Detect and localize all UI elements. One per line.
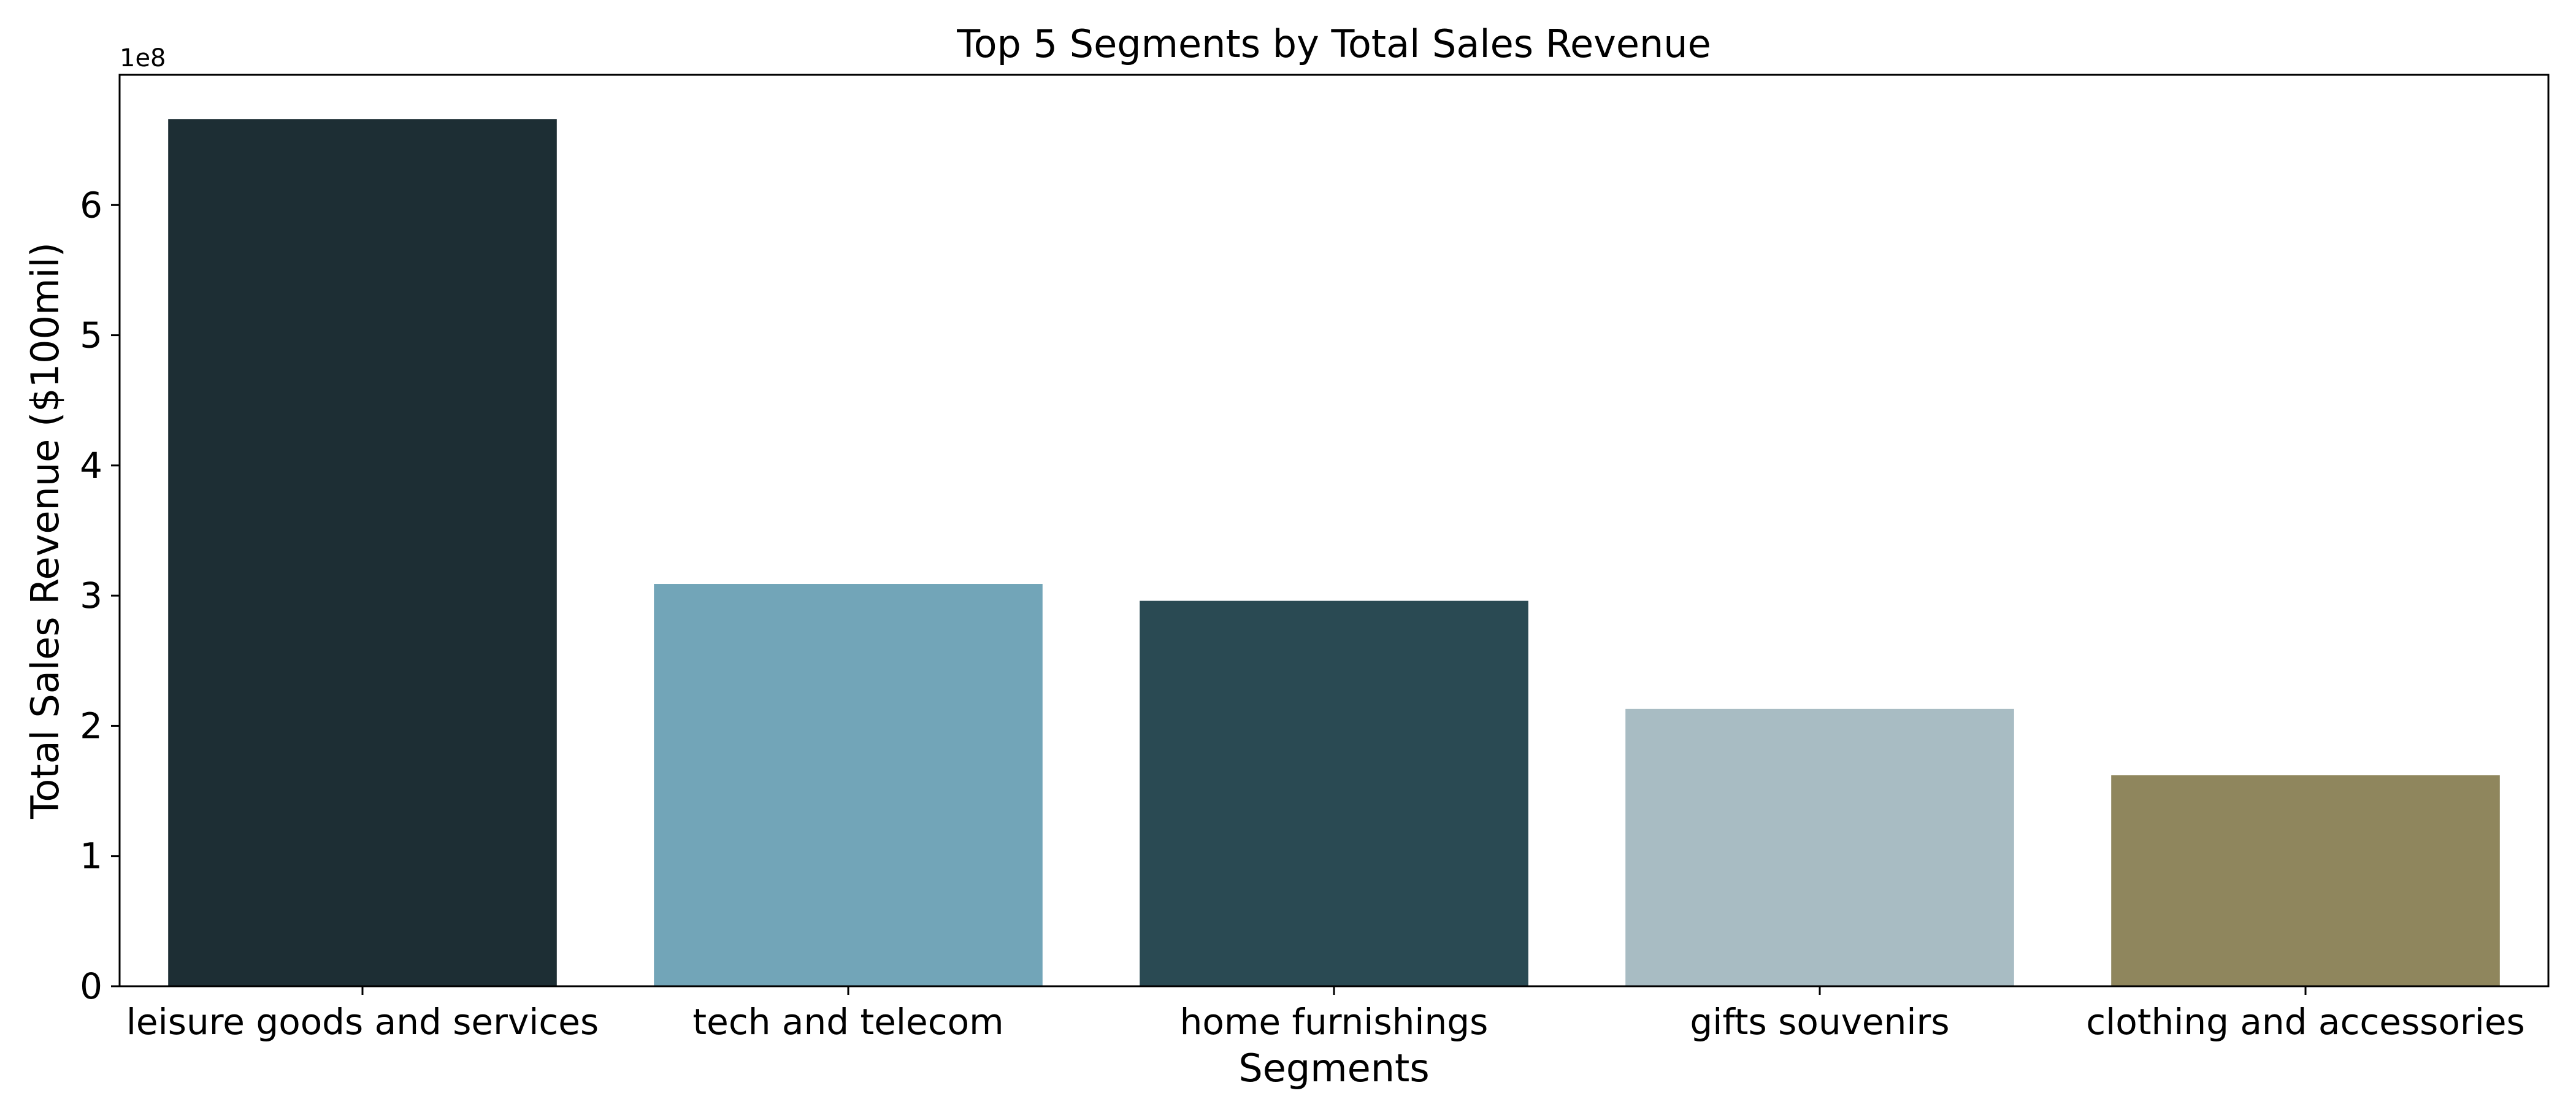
bar-4 <box>2111 775 2500 986</box>
chart-title: Top 5 Segments by Total Sales Revenue <box>956 21 1711 66</box>
y-tick-label: 1 <box>80 835 102 877</box>
y-tick-label: 4 <box>80 445 102 486</box>
x-tick-label: clothing and accessories <box>2086 1001 2524 1043</box>
y-tick-label: 3 <box>80 575 102 616</box>
y-axis-ticks: 0 1 2 3 4 5 6 <box>80 184 120 1007</box>
y-axis-scale-label: 1e8 <box>120 44 166 72</box>
y-tick-label: 6 <box>80 184 102 226</box>
x-tick-label: gifts souvenirs <box>1690 1001 1949 1043</box>
y-tick-label: 0 <box>80 965 102 1007</box>
x-tick-label: leisure goods and services <box>126 1001 599 1043</box>
bar-2 <box>1140 600 1528 986</box>
x-axis-ticks: leisure goods and services tech and telec… <box>126 986 2525 1043</box>
bars-layer <box>168 119 2500 987</box>
bar-3 <box>1625 708 2014 986</box>
bar-0 <box>168 119 557 987</box>
y-tick-label: 2 <box>80 705 102 746</box>
y-tick-label: 5 <box>80 315 102 356</box>
x-tick-label: home furnishings <box>1180 1001 1489 1043</box>
x-tick-label: tech and telecom <box>692 1001 1003 1043</box>
bar-1 <box>654 584 1043 986</box>
y-axis-title: Total Sales Revenue ($100mil) <box>23 242 67 819</box>
x-axis-title: Segments <box>1238 1046 1429 1091</box>
